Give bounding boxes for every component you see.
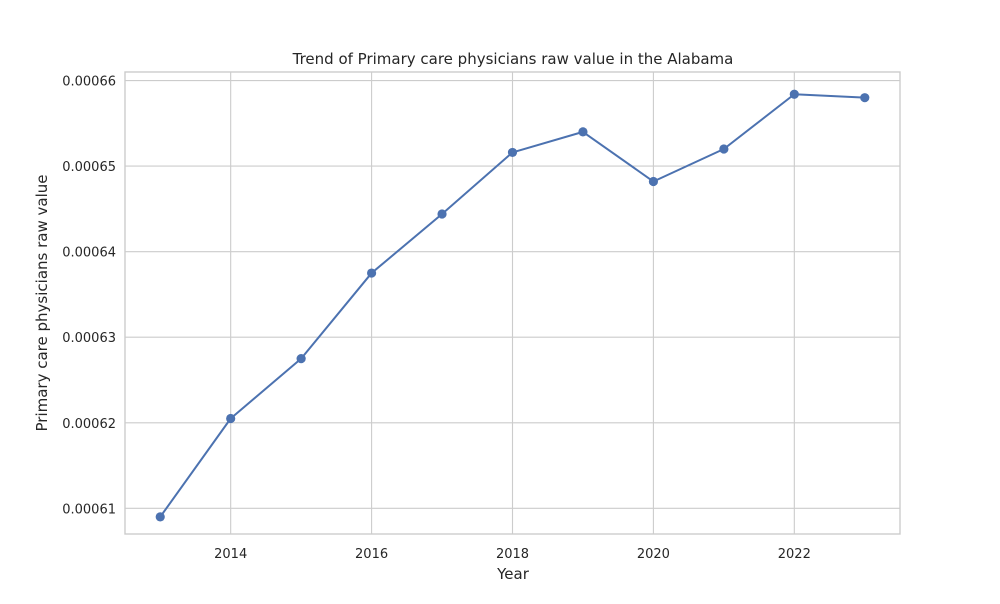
y-axis-title: Primary care physicians raw value	[33, 175, 51, 432]
y-tick-label: 0.00063	[62, 331, 116, 346]
data-point	[578, 127, 588, 137]
y-axis-ticks: 0.00061 0.00062 0.00063 0.00064 0.00065 0.000…	[62, 75, 116, 518]
data-point	[507, 147, 518, 158]
x-tick-label: 2018	[496, 547, 529, 562]
x-tick-label: 2016	[355, 547, 388, 562]
y-tick-label: 0.00066	[62, 75, 116, 90]
data-point	[648, 176, 659, 187]
x-axis-ticks: 2014 2016 2018 2020 2022	[214, 547, 811, 562]
data-point	[860, 93, 870, 103]
series-layer	[155, 89, 870, 522]
data-point	[155, 512, 165, 522]
plot-frame	[124, 71, 901, 535]
data-point	[437, 209, 447, 219]
y-tick-label: 0.00061	[62, 502, 116, 517]
data-point	[366, 268, 377, 278]
data-point	[789, 89, 799, 99]
x-tick-label: 2014	[214, 547, 247, 562]
x-tick-label: 2020	[637, 547, 670, 562]
x-tick-label: 2022	[778, 547, 811, 562]
x-axis-title: Year	[496, 565, 530, 583]
data-point	[296, 354, 306, 364]
y-tick-label: 0.00065	[62, 160, 116, 175]
gridlines	[125, 72, 900, 534]
chart-title: Trend of Primary care physicians raw val…	[292, 50, 734, 68]
data-point	[719, 144, 729, 154]
data-point	[226, 413, 236, 424]
y-tick-label: 0.00062	[62, 417, 116, 432]
y-tick-label: 0.00064	[62, 246, 116, 261]
